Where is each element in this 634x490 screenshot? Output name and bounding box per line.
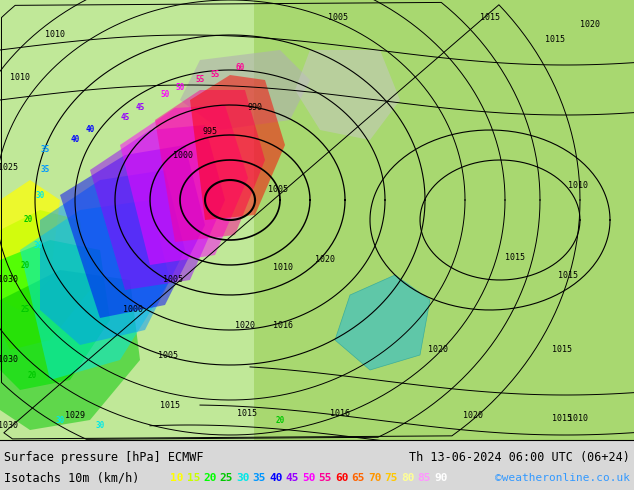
Text: 1000: 1000 xyxy=(123,305,143,315)
Polygon shape xyxy=(190,75,285,220)
Text: 40: 40 xyxy=(70,136,80,145)
Text: 50: 50 xyxy=(160,91,170,99)
Text: 1020: 1020 xyxy=(580,21,600,29)
Text: 1015: 1015 xyxy=(505,253,525,263)
Polygon shape xyxy=(0,180,60,310)
Text: 30: 30 xyxy=(34,241,42,249)
Text: 1010: 1010 xyxy=(273,264,293,272)
Text: 10: 10 xyxy=(170,473,183,483)
Text: 990: 990 xyxy=(247,103,262,113)
Text: 55: 55 xyxy=(210,71,219,79)
Polygon shape xyxy=(0,240,110,390)
Polygon shape xyxy=(335,275,430,370)
Polygon shape xyxy=(20,200,170,380)
Text: 1025: 1025 xyxy=(0,164,18,172)
Text: 40: 40 xyxy=(269,473,283,483)
Text: 55: 55 xyxy=(318,473,332,483)
Text: 1029: 1029 xyxy=(65,411,85,419)
Polygon shape xyxy=(40,170,185,345)
Text: 1015: 1015 xyxy=(237,409,257,417)
Text: 35: 35 xyxy=(41,146,49,154)
Text: 1015: 1015 xyxy=(160,400,180,410)
Text: 30: 30 xyxy=(95,420,105,430)
Text: 1005: 1005 xyxy=(158,350,178,360)
Text: 1020: 1020 xyxy=(463,411,483,419)
Polygon shape xyxy=(0,210,90,350)
Text: 1020: 1020 xyxy=(428,345,448,354)
Text: 1015: 1015 xyxy=(480,14,500,23)
Text: 50: 50 xyxy=(302,473,316,483)
Text: 20: 20 xyxy=(20,261,30,270)
Text: 40: 40 xyxy=(86,125,94,134)
Polygon shape xyxy=(120,105,248,265)
Text: 1005: 1005 xyxy=(163,275,183,285)
Text: ©weatheronline.co.uk: ©weatheronline.co.uk xyxy=(495,473,630,483)
Text: 1005: 1005 xyxy=(328,14,348,23)
Text: 30: 30 xyxy=(236,473,250,483)
Text: 1000: 1000 xyxy=(173,150,193,160)
Polygon shape xyxy=(0,0,254,440)
Text: 35: 35 xyxy=(252,473,266,483)
Text: 1015: 1015 xyxy=(552,345,572,354)
Text: 85: 85 xyxy=(418,473,431,483)
Text: 1015: 1015 xyxy=(545,35,565,45)
Text: Surface pressure [hPa] ECMWF: Surface pressure [hPa] ECMWF xyxy=(4,450,204,464)
Text: 80: 80 xyxy=(401,473,415,483)
Text: 1010: 1010 xyxy=(45,30,65,40)
Text: Isotachs 10m (km/h): Isotachs 10m (km/h) xyxy=(4,471,139,485)
Text: 1005: 1005 xyxy=(268,186,288,195)
Text: Th 13-06-2024 06:00 UTC (06+24): Th 13-06-2024 06:00 UTC (06+24) xyxy=(409,450,630,464)
Text: 20: 20 xyxy=(203,473,216,483)
Polygon shape xyxy=(254,0,634,440)
Text: 65: 65 xyxy=(351,473,365,483)
Text: 55: 55 xyxy=(195,75,205,84)
Text: 90: 90 xyxy=(434,473,448,483)
Text: 45: 45 xyxy=(120,114,129,122)
Text: 30: 30 xyxy=(36,191,44,199)
Polygon shape xyxy=(90,125,225,290)
Text: 1020: 1020 xyxy=(235,320,255,329)
Text: 45: 45 xyxy=(285,473,299,483)
Polygon shape xyxy=(60,145,205,318)
Text: 20: 20 xyxy=(23,216,32,224)
Text: 60: 60 xyxy=(335,473,349,483)
Text: 45: 45 xyxy=(136,103,145,113)
Text: 1010: 1010 xyxy=(568,414,588,422)
Text: 1030: 1030 xyxy=(0,356,18,365)
Text: 1030: 1030 xyxy=(0,420,18,430)
Text: 25: 25 xyxy=(219,473,233,483)
Text: 25: 25 xyxy=(20,305,30,315)
Text: 35: 35 xyxy=(41,166,49,174)
Text: 1015: 1015 xyxy=(552,414,572,422)
Text: 60: 60 xyxy=(235,64,245,73)
Text: 1010: 1010 xyxy=(568,180,588,190)
Text: 1020: 1020 xyxy=(315,255,335,265)
Text: 30: 30 xyxy=(55,416,65,424)
Polygon shape xyxy=(0,270,140,430)
Polygon shape xyxy=(180,50,310,130)
Text: 1016: 1016 xyxy=(273,320,293,329)
Text: 20: 20 xyxy=(275,416,285,424)
Text: 1016: 1016 xyxy=(330,409,350,417)
Text: 20: 20 xyxy=(27,370,37,379)
Polygon shape xyxy=(155,90,265,242)
Text: 995: 995 xyxy=(202,127,217,137)
Text: 1015: 1015 xyxy=(558,270,578,279)
Text: 1010: 1010 xyxy=(10,74,30,82)
Text: 15: 15 xyxy=(186,473,200,483)
Text: 70: 70 xyxy=(368,473,382,483)
Bar xyxy=(0,440,634,490)
Polygon shape xyxy=(295,50,400,140)
Text: 1030: 1030 xyxy=(0,275,18,285)
Text: 50: 50 xyxy=(176,83,184,93)
Text: 75: 75 xyxy=(384,473,398,483)
